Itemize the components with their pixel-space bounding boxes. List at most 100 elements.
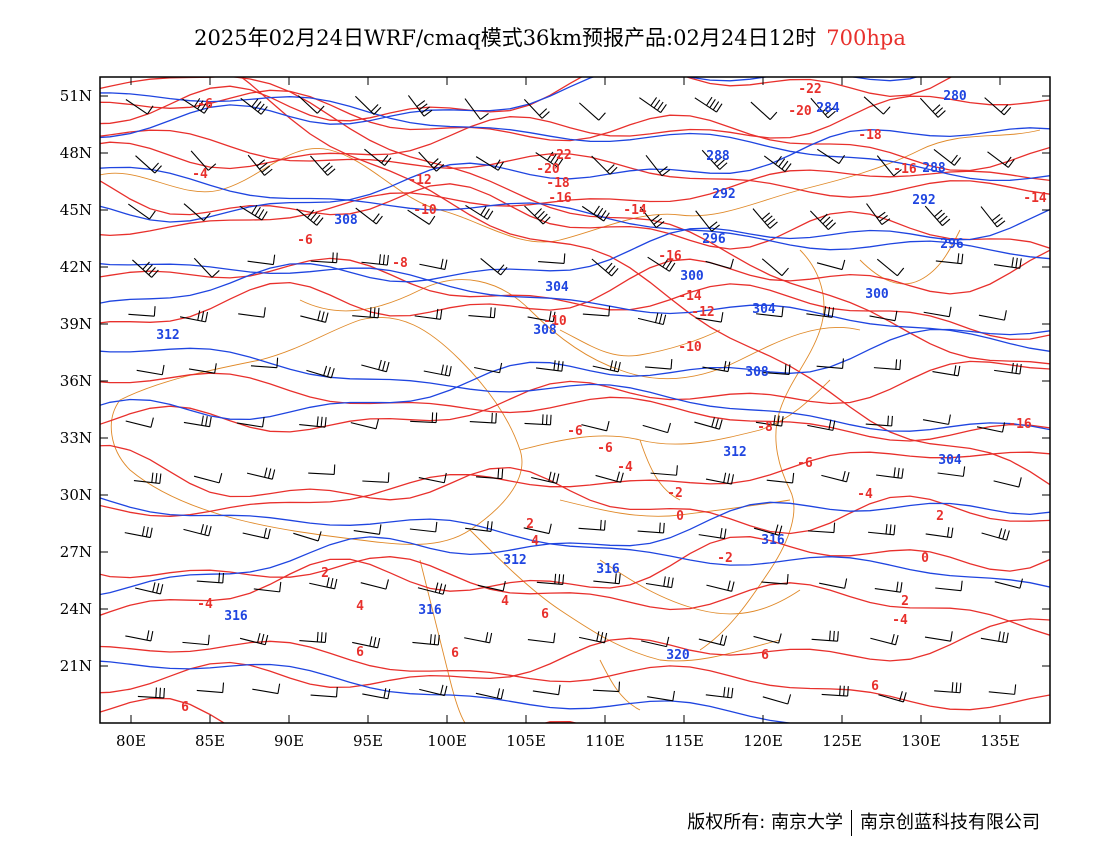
temperature-label: -8	[392, 256, 408, 271]
height-label: 308	[533, 323, 557, 338]
wind-barb	[535, 151, 564, 168]
isotherm	[100, 372, 1050, 442]
temperature-label: -18	[858, 128, 882, 143]
temperature-label: -10	[413, 203, 437, 218]
temperature-label: -4	[857, 487, 873, 502]
wind-barb	[531, 471, 560, 484]
temperature-label: -22	[548, 148, 571, 163]
height-label: 316	[761, 533, 785, 548]
wind-barb	[135, 582, 164, 595]
wind-barb	[639, 97, 667, 114]
wind-barb	[984, 97, 1012, 116]
wind-barb	[706, 580, 735, 592]
wind-barb	[994, 257, 1022, 269]
wind-barb	[579, 631, 608, 644]
wind-barb	[581, 420, 610, 432]
wind-barb	[705, 472, 735, 485]
temperature-label: -6	[197, 97, 213, 112]
isotherm	[240, 77, 1050, 486]
wind-barb	[239, 632, 269, 646]
wind-barb	[695, 312, 724, 323]
country-province-borders	[100, 129, 1041, 723]
wind-barb	[296, 208, 324, 226]
temperature-label: 6	[761, 648, 769, 663]
height-label: 316	[596, 562, 620, 577]
wind-barb	[535, 360, 564, 372]
wind-barb	[807, 522, 836, 534]
wind-barb	[523, 523, 552, 535]
height-label: 300	[865, 287, 889, 302]
lat-tick-label: 39N	[60, 315, 92, 333]
wind-barb	[412, 634, 440, 646]
wind-barb	[465, 204, 494, 220]
wind-barb	[179, 310, 209, 323]
wind-barb	[182, 634, 210, 646]
wind-barb	[536, 573, 565, 585]
wind-barb	[419, 684, 448, 697]
title-main: 2025年02月24日WRF/cmaq模式36km预报产品:02月24日12时	[194, 26, 817, 50]
wind-barb	[642, 422, 672, 434]
wind-barb	[591, 155, 618, 175]
temperature-label: 0	[921, 551, 929, 566]
wind-barb	[423, 364, 452, 377]
wind-barb	[252, 683, 281, 695]
wind-barb	[310, 686, 338, 698]
wind-barb	[876, 467, 904, 479]
wind-barb	[865, 415, 893, 427]
wind-barb	[190, 150, 217, 171]
wind-barb	[874, 581, 903, 593]
wind-barb	[310, 155, 336, 176]
wind-barb	[196, 572, 225, 584]
wind-barb	[981, 528, 1010, 541]
wind-barb	[132, 259, 159, 278]
height-label: 312	[503, 553, 526, 568]
wind-barb	[637, 522, 665, 534]
wind-barb	[242, 527, 271, 540]
temperature-label: -20	[536, 162, 560, 177]
height-label: 308	[334, 213, 358, 228]
wind-barb	[407, 95, 433, 117]
wind-barb	[137, 687, 165, 699]
isotherm	[100, 89, 1050, 172]
wind-barb	[821, 470, 850, 483]
axis-ticks: 51N 48N 45N 42N 39N 36N 33N 30N 27N 24N 21N 80E 85E 9…	[60, 77, 1050, 750]
wind-barb	[876, 155, 902, 177]
wind-barb	[817, 148, 846, 165]
height-contour	[100, 77, 919, 139]
lon-tick-label: 130E	[901, 732, 941, 750]
isotherm	[100, 360, 1050, 433]
wind-barb	[183, 415, 212, 428]
wind-barb	[819, 578, 848, 589]
wind-barb	[705, 258, 734, 270]
wind-barb	[698, 634, 728, 646]
wind-barb	[125, 417, 154, 428]
wind-barb	[133, 472, 162, 484]
wind-barb	[183, 524, 212, 537]
wind-barb	[810, 97, 836, 119]
wind-barb	[694, 417, 723, 430]
temperature-label: -10	[678, 340, 702, 355]
lat-tick-label: 33N	[60, 429, 92, 447]
wind-barb	[350, 418, 379, 430]
wind-barb	[410, 412, 438, 424]
wind-barb	[807, 419, 836, 431]
wind-barb	[980, 631, 1009, 644]
isotherm	[100, 180, 1050, 250]
wind-barb	[419, 258, 448, 270]
wind-barb	[293, 531, 322, 542]
height-contour	[100, 166, 1050, 260]
wind-barb	[755, 414, 784, 427]
temperature-label: -16	[893, 162, 917, 177]
wind-barb	[595, 471, 624, 483]
wind-barb	[352, 307, 380, 319]
lon-tick-label: 120E	[743, 732, 783, 750]
temperature-label: -16	[548, 191, 572, 206]
wind-barb	[125, 630, 154, 642]
temperature-label: -4	[197, 597, 213, 612]
lat-tick-label: 30N	[60, 486, 92, 504]
temperature-label: -10	[543, 314, 567, 329]
temperature-label: -4	[892, 613, 908, 628]
wind-barb	[702, 360, 731, 373]
wind-barb	[239, 204, 268, 221]
